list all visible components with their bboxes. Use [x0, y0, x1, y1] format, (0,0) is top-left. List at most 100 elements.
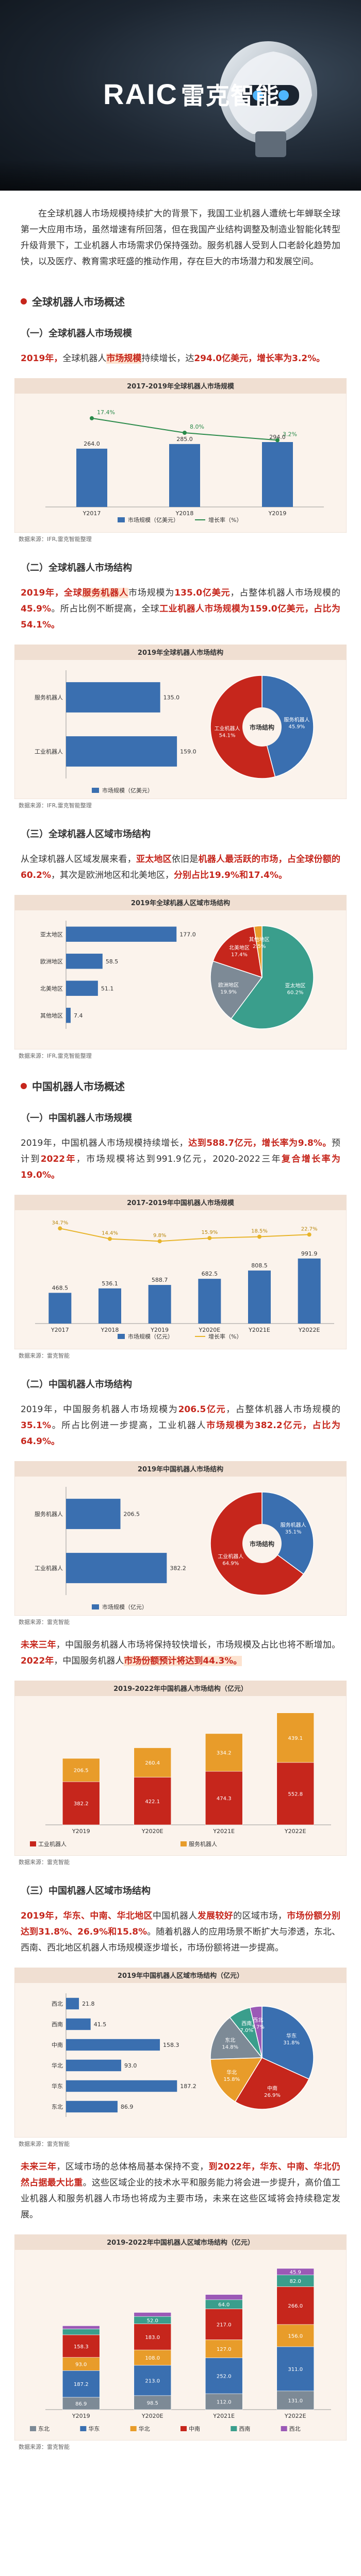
y-tick-label: 工业机器人: [35, 748, 63, 755]
bar-segment: [205, 1771, 243, 1825]
growth-point: [275, 438, 280, 443]
x-tick-label: Y2019: [72, 1828, 90, 1835]
data-label: 93.0: [75, 2362, 87, 2367]
chart-title: 2019年中国机器人区域市场结构（亿元）: [118, 1972, 243, 1980]
bar-segment: [62, 2370, 100, 2398]
bar: [99, 1288, 121, 1324]
figure-china-structure: 2019年中国机器人市场结构 服务机器人 206.5 工业机器人 382.2 服务机器人 3…: [14, 1461, 347, 1626]
pie-label: 亚太地区: [285, 982, 306, 989]
data-label: 260.4: [145, 1760, 160, 1766]
pie-label: 其他地区: [249, 936, 270, 943]
growth-point: [108, 1236, 112, 1241]
legend-label: 市场规模（亿元）: [128, 1333, 173, 1340]
pie-value: 45.9%: [289, 724, 305, 730]
bar: [198, 1279, 221, 1324]
pie-label: 东北: [225, 2037, 235, 2043]
y-tick-label: 服务机器人: [35, 694, 63, 701]
banner-floor: [0, 160, 361, 191]
data-label: 93.0: [124, 2062, 137, 2069]
chart-title-bar: [14, 1968, 347, 1983]
subsection-china-region: （三）中国机器人区域市场结构: [21, 1886, 151, 1896]
figure-source: 数据来源：IFR,雷克智能整理: [19, 802, 92, 809]
pie-slice: [210, 2016, 263, 2060]
data-label: 991.9: [301, 1250, 318, 1257]
legend-label: 西北: [289, 2426, 301, 2432]
x-tick-label: Y2021E: [212, 1828, 235, 1835]
bar: [66, 2018, 91, 2030]
page-bottom-spacer: [0, 2451, 361, 2466]
legend-label: 增长率（%）: [208, 516, 242, 523]
bar: [76, 448, 107, 507]
pie-label: 欧洲地区: [218, 981, 239, 988]
chart-title: 2019-2022年中国机器人区域市场结构（亿元）: [107, 2239, 254, 2247]
bar-segment: [276, 2346, 315, 2392]
bar-segment: [62, 2334, 100, 2358]
subsection-china-size: （一）中国机器人市场规模: [21, 1113, 132, 1124]
legend-swatch: [118, 517, 125, 522]
bar-segment: [62, 2357, 100, 2371]
pie-value: 19.9%: [220, 989, 237, 995]
legend-label: 增长率（%）: [208, 1333, 242, 1340]
data-label: 206.5: [74, 1768, 89, 1774]
data-label: 266.0: [288, 2303, 303, 2309]
bar-segment: [134, 1777, 172, 1825]
data-label: 41.5: [94, 2021, 107, 2028]
chart-title-bar: [14, 645, 347, 660]
legend-label: 中南: [189, 2426, 200, 2432]
growth-line: [60, 1228, 309, 1242]
logo-text-cn: 雷克智能: [180, 82, 280, 109]
data-label: 382.2: [74, 1801, 89, 1807]
bar: [169, 444, 200, 507]
data-label: 536.1: [102, 1280, 118, 1287]
data-label: 177.0: [179, 931, 196, 938]
growth-label: 3.2%: [283, 431, 297, 437]
pie-value: 3.7%: [251, 2024, 264, 2030]
bar-segment: [62, 2397, 100, 2410]
growth-label: 15.9%: [201, 1230, 218, 1235]
pie-slice: [210, 2057, 263, 2103]
chart-title-bar: [14, 895, 347, 910]
chart-china-size: 2017-2019年中国机器人市场规模 468.5 Y2017 34.7% 536.1 Y…: [14, 1195, 347, 1349]
bar: [66, 980, 98, 996]
paragraph-china-size: 2019年，中国机器人市场规模持续增长，达到588.7亿元，增长率为9.8%。预…: [21, 1138, 341, 1180]
data-label: 64.0: [218, 2302, 229, 2308]
legend-label: 服务机器人: [189, 1840, 217, 1848]
pie-value: 14.8%: [222, 2044, 238, 2050]
data-label: 285.0: [176, 436, 193, 443]
chart-china-region-forecast: 2019-2022年中国机器人区域市场结构（亿元） 86.9 187.2 93.0 15…: [14, 2234, 347, 2441]
data-label: 682.5: [202, 1270, 218, 1277]
x-tick-label: Y2018: [175, 510, 194, 517]
bar: [66, 2080, 177, 2092]
data-label: 158.3: [163, 2042, 179, 2048]
subsection-global-region: （三）全球机器人区域市场结构: [21, 829, 151, 840]
data-label: 206.5: [124, 1511, 140, 1518]
pie-slice: [253, 925, 262, 978]
data-label: 264.0: [84, 440, 100, 447]
legend-swatch: [180, 2426, 187, 2431]
y-tick-label: 工业机器人: [35, 1565, 63, 1572]
figure-global-structure: 2019年全球机器人市场结构 服务机器人 135.0 工业机器人 159.0 服务机器人 4…: [14, 645, 347, 809]
pie-label: 服务机器人: [281, 1521, 306, 1528]
bar-segment: [62, 1758, 100, 1782]
growth-label: 22.7%: [301, 1226, 318, 1232]
growth-point: [207, 1236, 212, 1241]
legend-label: 西南: [239, 2426, 250, 2432]
bar: [66, 1997, 79, 2010]
data-label: 217.0: [217, 2322, 232, 2328]
paragraph-china-region: 2019年，华东、中南、华北地区中国机器人发展较好的区域市场，市场份额分别达到3…: [21, 1911, 341, 1953]
legend-swatch: [30, 2426, 36, 2431]
paragraph-global-region: 从全球机器人区域发展来看，亚太地区依旧是机器人最活跃的市场，占全球份额的60.2…: [21, 854, 341, 880]
growth-point: [183, 431, 187, 435]
pie-slice: [250, 2006, 262, 2058]
data-label: 45.9: [290, 2269, 301, 2275]
pie-slice: [231, 925, 314, 1029]
chart-title: 2019年全球机器人市场结构: [138, 649, 223, 657]
pie-hole: [242, 707, 282, 747]
figure-source: 数据来源：雷克智能: [19, 2141, 70, 2147]
legend-label: 华北: [139, 2425, 150, 2432]
legend-swatch: [231, 2426, 237, 2431]
data-label: 474.3: [217, 1796, 232, 1802]
chart-global-size: 2017-2019年全球机器人市场规模 264.0 Y2017 17.4% 285.0 Y…: [14, 378, 347, 533]
bar: [66, 736, 177, 767]
